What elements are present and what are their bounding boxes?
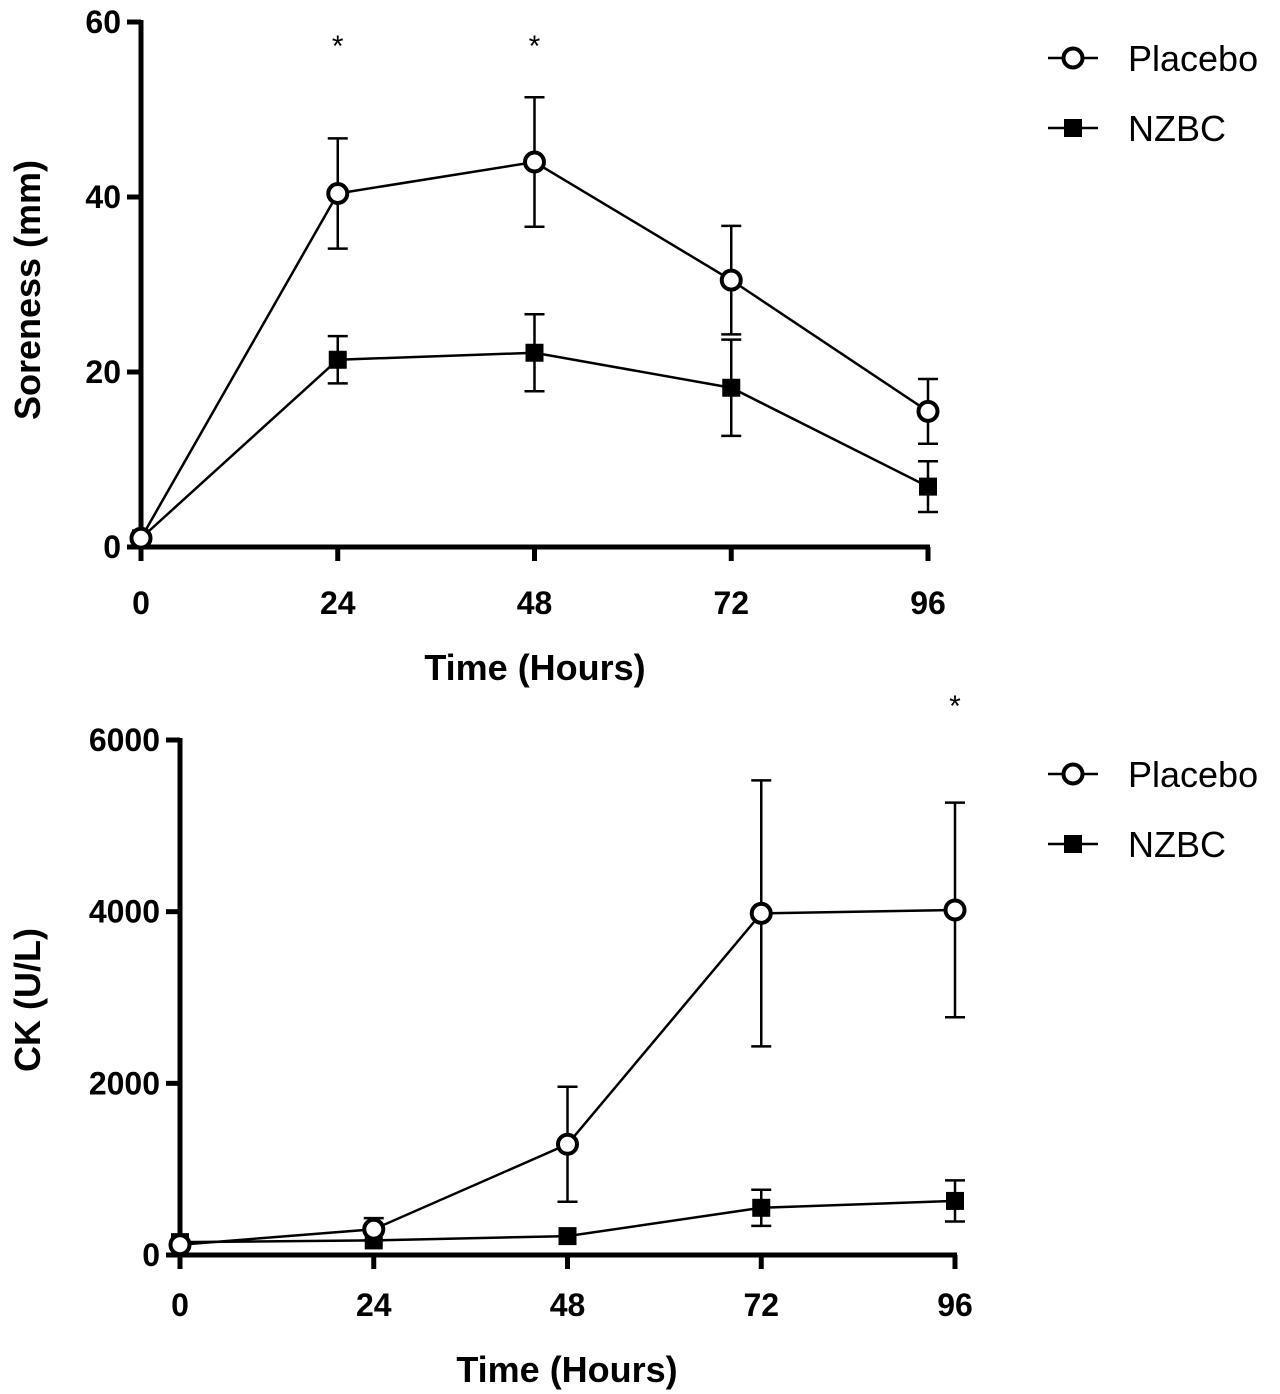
chart1: 0 20 40 60 0 24 48 72 96 Time (Hours) Soreness (mm… bbox=[7, 4, 1258, 688]
chart2-y-tick-label: 0 bbox=[142, 1237, 160, 1273]
chart2-placebo-point bbox=[943, 898, 967, 922]
chart2-legend-label: NZBC bbox=[1128, 824, 1226, 865]
chart2-y-axis-title: CK (U/L) bbox=[7, 928, 48, 1072]
chart2-legend-item-placebo: Placebo bbox=[1048, 754, 1258, 795]
chart1-legend-label: NZBC bbox=[1128, 108, 1226, 149]
chart2-placebo-point bbox=[362, 1217, 386, 1241]
chart2-x-tick-label: 24 bbox=[356, 1287, 392, 1323]
chart1-legend-item-nzbc: NZBC bbox=[1048, 108, 1226, 149]
chart1-nzbc-point bbox=[525, 343, 544, 362]
chart1-significance-marker: * bbox=[332, 30, 344, 63]
chart2-x-tick-label: 0 bbox=[171, 1287, 189, 1323]
chart1-placebo-point bbox=[523, 150, 546, 174]
chart2-legend-label: Placebo bbox=[1128, 754, 1258, 795]
chart1-y-tick-label: 60 bbox=[85, 4, 121, 40]
chart1-y-tick-label: 40 bbox=[85, 179, 121, 215]
chart1-x-tick-label: 48 bbox=[517, 585, 553, 621]
chart1-x-tick-label: 0 bbox=[132, 585, 150, 621]
chart2-legend-marker bbox=[1061, 762, 1085, 786]
chart1-legend-item-placebo: Placebo bbox=[1048, 38, 1258, 79]
chart1-nzbc-point bbox=[328, 350, 347, 369]
chart2-nzbc-point bbox=[558, 1227, 577, 1246]
chart1-legend: Placebo NZBC bbox=[1048, 38, 1258, 149]
chart2: 0 2000 4000 6000 0 24 48 72 96 Time (Hours) CK (U/… bbox=[7, 690, 1258, 1390]
chart2-legend-item-nzbc: NZBC bbox=[1048, 824, 1226, 865]
chart2-placebo-point bbox=[168, 1233, 192, 1257]
chart2-y-tick-label: 4000 bbox=[89, 894, 160, 930]
chart1-y-tick-label: 0 bbox=[103, 529, 121, 565]
chart1-x-tick-label: 72 bbox=[713, 585, 749, 621]
chart2-legend: Placebo NZBC bbox=[1048, 754, 1258, 865]
chart1-y-axis-title: Soreness (mm) bbox=[7, 160, 48, 420]
chart2-x-tick-label: 96 bbox=[937, 1287, 973, 1323]
chart1-x-tick-label: 96 bbox=[910, 585, 946, 621]
chart1-placebo-point bbox=[326, 182, 350, 205]
chart2-nzbc-point bbox=[946, 1191, 964, 1210]
chart1-legend-marker bbox=[1061, 46, 1085, 70]
chart2-placebo-series bbox=[168, 779, 967, 1257]
chart1-legend-marker bbox=[1064, 119, 1082, 137]
chart1-nzbc-point bbox=[919, 477, 937, 496]
chart1-y-tick-label: 20 bbox=[85, 354, 121, 390]
chart1-legend-label: Placebo bbox=[1128, 38, 1258, 79]
chart1-x-tick-label: 24 bbox=[320, 585, 356, 621]
chart1-placebo-point bbox=[129, 526, 153, 550]
chart2-placebo-point bbox=[556, 1132, 579, 1156]
chart2-significance-marker: * bbox=[949, 690, 961, 723]
chart1-placebo-point bbox=[719, 268, 743, 292]
chart1-significance-marker: * bbox=[529, 30, 541, 63]
chart2-x-tick-label: 48 bbox=[550, 1287, 586, 1323]
chart2-y-tick-label: 2000 bbox=[89, 1065, 160, 1101]
chart2-y-tick-label: 6000 bbox=[89, 722, 160, 758]
chart2-placebo-point bbox=[749, 901, 773, 925]
chart2-x-axis-title: Time (Hours) bbox=[456, 1349, 677, 1390]
chart2-nzbc-point bbox=[752, 1198, 771, 1217]
chart1-nzbc-series bbox=[132, 313, 938, 548]
chart1-placebo-series bbox=[129, 96, 940, 550]
chart2-legend-marker bbox=[1064, 835, 1082, 853]
chart1-placebo-point bbox=[916, 399, 940, 423]
chart1-nzbc-point bbox=[722, 378, 741, 397]
chart2-x-tick-label: 72 bbox=[743, 1287, 779, 1323]
chart1-x-axis-title: Time (Hours) bbox=[424, 647, 645, 688]
